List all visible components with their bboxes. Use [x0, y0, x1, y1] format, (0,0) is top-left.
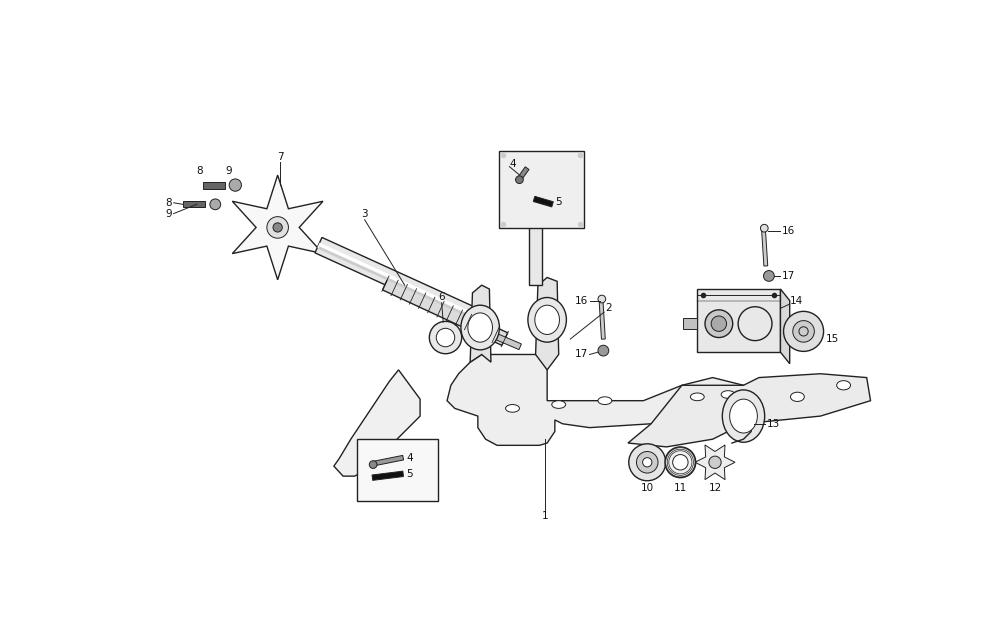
- Circle shape: [760, 224, 768, 232]
- Polygon shape: [372, 455, 404, 466]
- Ellipse shape: [730, 399, 757, 433]
- Text: 11: 11: [674, 484, 687, 493]
- Text: 5: 5: [406, 469, 413, 479]
- Circle shape: [629, 444, 666, 481]
- Polygon shape: [518, 167, 529, 180]
- Text: 12: 12: [708, 484, 722, 493]
- Text: 9: 9: [166, 209, 172, 218]
- Ellipse shape: [722, 390, 765, 442]
- Text: 8: 8: [166, 198, 172, 208]
- Polygon shape: [183, 201, 205, 207]
- FancyBboxPatch shape: [499, 151, 584, 228]
- Polygon shape: [536, 278, 559, 370]
- Circle shape: [764, 270, 774, 281]
- Text: 3: 3: [361, 209, 368, 220]
- Polygon shape: [695, 445, 735, 480]
- Text: 16: 16: [782, 226, 795, 236]
- Circle shape: [598, 295, 606, 303]
- Ellipse shape: [535, 305, 559, 334]
- Polygon shape: [762, 230, 768, 266]
- Circle shape: [643, 458, 652, 467]
- Ellipse shape: [528, 298, 566, 342]
- Text: 1: 1: [542, 511, 548, 521]
- Polygon shape: [740, 421, 753, 426]
- Circle shape: [210, 199, 221, 210]
- Circle shape: [711, 316, 727, 332]
- Text: 2: 2: [605, 303, 612, 313]
- Polygon shape: [683, 318, 697, 329]
- Text: 17: 17: [575, 350, 588, 359]
- Circle shape: [267, 216, 288, 238]
- Ellipse shape: [506, 404, 519, 412]
- Circle shape: [229, 179, 241, 191]
- Polygon shape: [315, 238, 478, 324]
- Circle shape: [793, 321, 814, 342]
- Polygon shape: [334, 370, 420, 476]
- Ellipse shape: [461, 305, 499, 350]
- Circle shape: [273, 223, 282, 232]
- Text: 10: 10: [641, 484, 654, 493]
- Circle shape: [784, 311, 824, 352]
- Circle shape: [436, 328, 455, 346]
- Polygon shape: [599, 301, 605, 339]
- Polygon shape: [383, 278, 508, 345]
- Text: 16: 16: [575, 296, 588, 306]
- Circle shape: [598, 345, 609, 356]
- Circle shape: [429, 321, 462, 354]
- Text: 13: 13: [767, 419, 780, 429]
- Circle shape: [636, 451, 658, 473]
- Polygon shape: [533, 196, 553, 207]
- Ellipse shape: [468, 313, 492, 342]
- FancyBboxPatch shape: [697, 289, 780, 352]
- Circle shape: [369, 460, 377, 468]
- Text: 9: 9: [226, 166, 232, 176]
- Polygon shape: [447, 354, 744, 446]
- FancyBboxPatch shape: [357, 439, 438, 501]
- Text: 5: 5: [556, 197, 562, 207]
- Circle shape: [705, 310, 733, 337]
- Polygon shape: [232, 175, 323, 279]
- Text: 4: 4: [509, 158, 516, 169]
- Text: 4: 4: [406, 453, 413, 462]
- Ellipse shape: [690, 393, 704, 401]
- Ellipse shape: [598, 397, 612, 404]
- Ellipse shape: [721, 391, 735, 399]
- Ellipse shape: [552, 401, 566, 408]
- Circle shape: [709, 456, 721, 468]
- Ellipse shape: [790, 392, 804, 401]
- Polygon shape: [780, 289, 790, 364]
- Text: 7: 7: [277, 151, 283, 162]
- Text: 8: 8: [197, 166, 203, 176]
- Circle shape: [665, 447, 696, 478]
- Polygon shape: [628, 374, 871, 447]
- Circle shape: [673, 455, 688, 470]
- Text: 14: 14: [790, 296, 803, 306]
- Text: 6: 6: [438, 292, 445, 303]
- Ellipse shape: [837, 381, 851, 390]
- Polygon shape: [470, 285, 491, 362]
- Polygon shape: [529, 185, 542, 285]
- Polygon shape: [492, 332, 521, 350]
- Text: 17: 17: [782, 271, 795, 281]
- Text: 15: 15: [826, 334, 839, 344]
- Polygon shape: [372, 471, 403, 480]
- Circle shape: [516, 176, 523, 184]
- Polygon shape: [203, 182, 225, 189]
